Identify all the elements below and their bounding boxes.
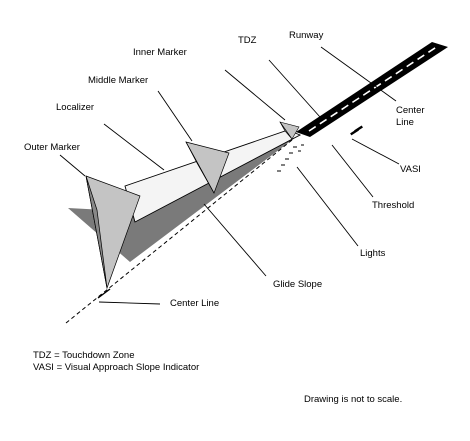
- label-runway-center-line-1: Center: [396, 105, 425, 116]
- label-vasi: VASI: [400, 164, 421, 175]
- label-lights: Lights: [360, 248, 386, 259]
- label-ground-center-line: Center Line: [170, 298, 219, 309]
- label-threshold: Threshold: [372, 200, 414, 211]
- label-outer-marker: Outer Marker: [24, 142, 80, 153]
- approach-lights: [277, 144, 304, 172]
- label-tdz: TDZ: [238, 35, 257, 46]
- label-runway-center-line-2: Line: [396, 117, 414, 128]
- legend-vasi: VASI = Visual Approach Slope Indicator: [33, 362, 199, 373]
- leader-lines: [59, 46, 400, 305]
- vasi-lights: [350, 125, 363, 136]
- label-middle-marker: Middle Marker: [88, 75, 148, 86]
- label-localizer: Localizer: [56, 102, 94, 113]
- outer-marker-beam: [85, 175, 141, 290]
- scale-note: Drawing is not to scale.: [304, 394, 402, 405]
- label-runway: Runway: [289, 30, 324, 41]
- label-glide-slope: Glide Slope: [273, 279, 322, 290]
- legend-tdz: TDZ = Touchdown Zone: [33, 350, 134, 361]
- label-inner-marker: Inner Marker: [133, 47, 187, 58]
- ground-center-line-tick: [97, 288, 111, 299]
- runway: [296, 42, 448, 137]
- inner-marker-beam: [279, 121, 300, 140]
- middle-marker-beam: [185, 141, 230, 194]
